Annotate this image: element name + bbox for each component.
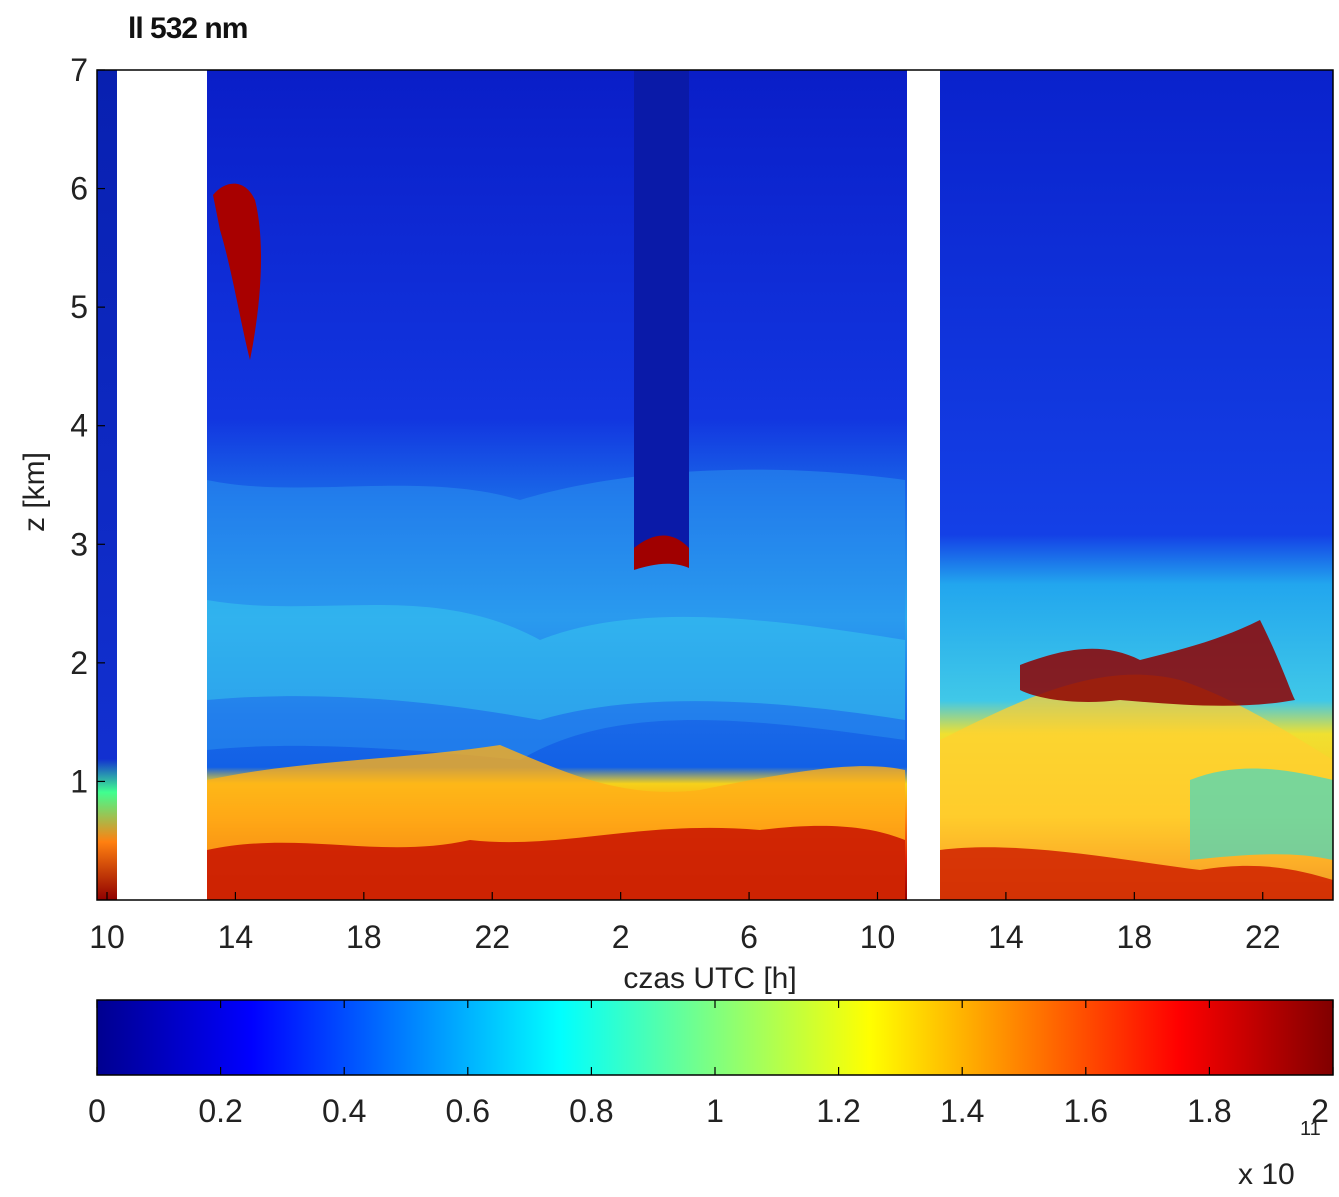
colorbar-tick-label: 0: [88, 1093, 106, 1129]
colorbar-tick-label: 1.6: [1064, 1093, 1108, 1129]
colorbar-tick-label: 0.4: [322, 1093, 366, 1129]
colorbar-multiplier: x 10: [1238, 1158, 1295, 1191]
colorbar-exponent: 11: [1300, 1118, 1321, 1140]
colorbar: [96, 999, 1334, 1076]
y-tick-label: 5: [70, 289, 88, 325]
colorbar-tick-label: 0.6: [446, 1093, 490, 1129]
x-tick-label: 18: [346, 919, 382, 955]
y-tick-label: 2: [70, 645, 88, 681]
x-tick-label: 2: [612, 919, 630, 955]
colorbar-tick-label: 2: [1311, 1093, 1329, 1129]
x-tick-label: 22: [474, 919, 510, 955]
x-tick-label: 14: [218, 919, 254, 955]
colorbar-tick-label: 1.4: [940, 1093, 984, 1129]
x-tick-label: 22: [1245, 919, 1281, 955]
colorbar-tick-label: 1.2: [816, 1093, 860, 1129]
plot-frame: [96, 69, 1334, 901]
y-tick-label: 1: [70, 763, 88, 799]
colorbar-tick-label: 1: [706, 1093, 724, 1129]
colorbar-tick-label: 1.8: [1187, 1093, 1231, 1129]
heatmap-field: [97, 70, 1333, 900]
colorbar-axis: 0 0.2 0.4 0.6 0.8 1 1.2 1.4 1.6 1.8 2: [88, 1000, 1334, 1129]
y-axis: 1 2 3 4 5 6 7: [70, 52, 105, 799]
x-tick-label: 18: [1117, 919, 1153, 955]
x-axis-label: czas UTC [h]: [623, 962, 796, 995]
y-tick-label: 3: [70, 526, 88, 562]
x-axis: 10 14 18 22 2 6 10 14 18 22: [89, 892, 1281, 955]
x-tick-label: 10: [89, 919, 125, 955]
y-tick-label: 6: [70, 171, 88, 207]
x-tick-label: 6: [740, 919, 758, 955]
colorbar-tick-label: 0.8: [569, 1093, 613, 1129]
y-axis-label: z [km]: [18, 452, 51, 532]
y-tick-label: 7: [70, 52, 88, 88]
chart-title: ll 532 nm: [128, 12, 248, 45]
x-tick-label: 14: [988, 919, 1024, 955]
colorbar-tick-label: 0.2: [198, 1093, 242, 1129]
x-tick-label: 10: [860, 919, 896, 955]
y-tick-label: 4: [70, 408, 88, 444]
